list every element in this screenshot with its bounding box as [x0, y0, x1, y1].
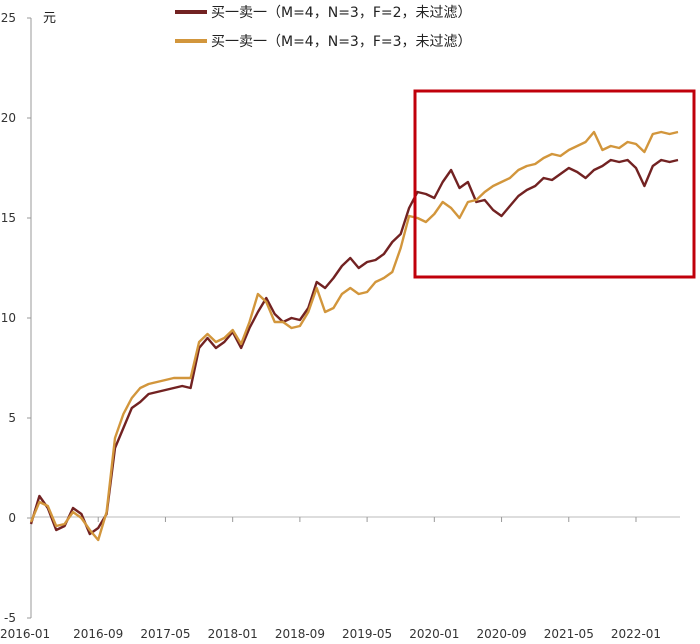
y-tick-label: 10 — [1, 311, 16, 325]
x-tick-label: 2018-09 — [275, 627, 325, 641]
y-unit-label: 元 — [43, 11, 56, 26]
x-tick-label: 2021-05 — [544, 627, 594, 641]
x-tick-label: 2016-01 — [0, 627, 50, 641]
series-line-1 — [29, 158, 679, 536]
y-tick-label: 15 — [1, 211, 16, 225]
legend: 买一卖一（M=4，N=3，F=2，未过滤） 买一卖一（M=4，N=3，F=3，未… — [175, 5, 472, 50]
x-tick-label: 2018-01 — [208, 627, 258, 641]
x-tick-label: 2020-01 — [409, 627, 459, 641]
series-group — [29, 130, 679, 542]
y-tick-label: -5 — [4, 611, 16, 625]
y-tick-label: 5 — [8, 411, 16, 425]
y-axis-ticks: -5 0 5 10 15 20 25 — [1, 11, 31, 625]
highlight-box — [413, 89, 696, 279]
x-tick-label: 2019-05 — [342, 627, 392, 641]
y-tick-label: 0 — [8, 511, 16, 525]
y-tick-label: 20 — [1, 111, 16, 125]
legend-item-series-2: 买一卖一（M=4，N=3，F=3，未过滤） — [175, 34, 472, 50]
x-axis-ticks: 2016-01 2016-09 2017-05 2018-01 2018-09 2019-… — [0, 517, 661, 641]
x-tick-label: 2016-09 — [73, 627, 123, 641]
x-tick-label: 2020-09 — [476, 627, 526, 641]
x-tick-label: 2022-01 — [611, 627, 661, 641]
legend-label-1: 买一卖一（M=4，N=3，F=2，未过滤） — [211, 5, 472, 21]
x-tick-label: 2017-05 — [140, 627, 190, 641]
legend-item-series-1: 买一卖一（M=4，N=3，F=2，未过滤） — [175, 5, 472, 21]
y-tick-label: 25 — [1, 11, 16, 25]
legend-label-2: 买一卖一（M=4，N=3，F=3，未过滤） — [211, 34, 472, 50]
series-line-2 — [29, 130, 679, 542]
